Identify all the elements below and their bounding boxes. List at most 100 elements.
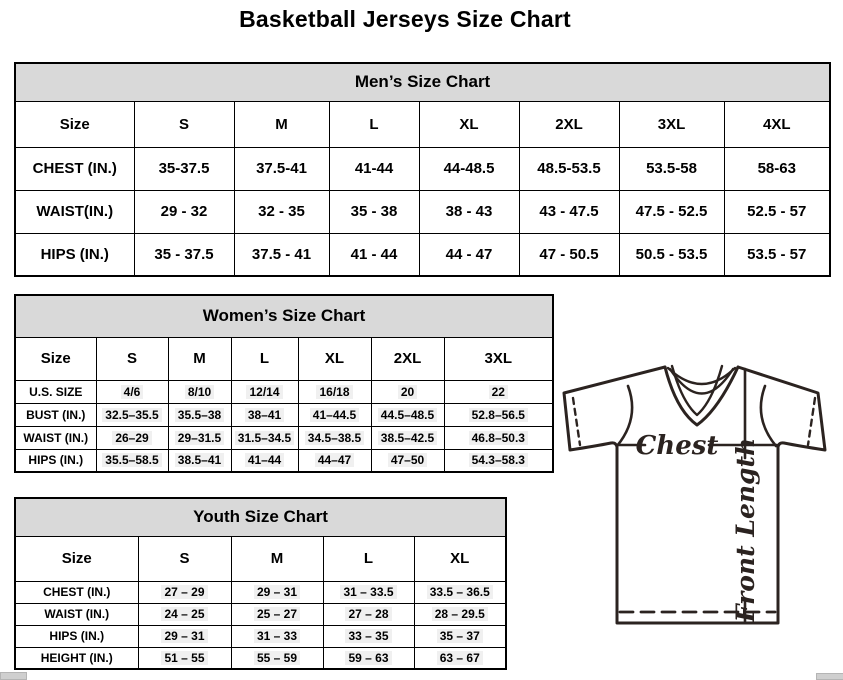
data-cell: 31.5–34.5	[230, 425, 299, 450]
column-header: L	[322, 535, 415, 582]
column-header: XL	[297, 336, 372, 381]
data-cell: 28 – 29.5	[413, 602, 507, 626]
data-cell: 8/10	[167, 379, 232, 404]
data-cell: 38.5–42.5	[370, 425, 445, 450]
data-cell: 29–31.5	[167, 425, 232, 450]
table-row: WAIST (IN.) 26–29 29–31.5 31.5–34.5 34.5…	[14, 425, 554, 450]
jersey-measurement-diagram: Chest Front Length	[562, 364, 827, 625]
data-cell: 16/18	[297, 379, 372, 404]
column-header: Size	[14, 100, 135, 148]
data-cell: 25 – 27	[230, 602, 324, 626]
row-label: HIPS (IN.)	[14, 624, 139, 648]
data-cell: 58-63	[723, 146, 831, 191]
jersey-outline	[562, 365, 827, 625]
data-cell: 53.5-58	[618, 146, 725, 191]
womens-chart-title: Women’s Size Chart	[14, 294, 554, 338]
data-cell: 29 - 32	[133, 189, 235, 234]
table-row: HIPS (IN.) 35 - 37.5 37.5 - 41 41 - 44 4…	[14, 232, 831, 277]
youth-chart-title: Youth Size Chart	[14, 497, 507, 537]
row-label: CHEST (IN.)	[14, 580, 139, 604]
data-cell: 31 – 33	[230, 624, 324, 648]
womens-size-table: Women’s Size Chart Size S M L XL 2XL 3XL…	[14, 294, 555, 473]
data-cell: 47.5 - 52.5	[618, 189, 725, 234]
data-cell: 35.5–38	[167, 402, 232, 427]
data-cell: 46.8–50.3	[443, 425, 554, 450]
data-cell: 24 – 25	[137, 602, 232, 626]
data-cell: 53.5 - 57	[723, 232, 831, 277]
column-header: 2XL	[518, 100, 620, 148]
page-title: Basketball Jerseys Size Chart	[239, 6, 571, 32]
column-header: S	[95, 336, 169, 381]
data-cell: 35 – 37	[413, 624, 507, 648]
column-header: S	[133, 100, 235, 148]
table-row: HIPS (IN.) 35.5–58.5 38.5–41 41–44 44–47…	[14, 448, 554, 473]
column-header: M	[167, 336, 232, 381]
sleeve-stitch-left	[571, 396, 582, 447]
data-cell: 41 - 44	[328, 232, 420, 277]
row-label: WAIST (IN.)	[14, 602, 139, 626]
front-length-label: Front Length	[731, 438, 760, 623]
data-cell: 59 – 63	[322, 646, 415, 670]
row-label: U.S. SIZE	[14, 379, 97, 404]
row-label: HEIGHT (IN.)	[14, 646, 139, 670]
row-label: HIPS (IN.)	[14, 232, 135, 277]
table-row: CHEST (IN.) 35-37.5 37.5-41 41-44 44-48.…	[14, 146, 831, 191]
column-header: Size	[14, 535, 139, 582]
data-cell: 12/14	[230, 379, 299, 404]
table-row: HIPS (IN.) 29 – 31 31 – 33 33 – 35 35 – …	[14, 624, 507, 648]
sleeve-stitch-right	[806, 396, 817, 447]
data-cell: 26–29	[95, 425, 169, 450]
data-cell: 27 – 29	[137, 580, 232, 604]
data-cell: 29 – 31	[230, 580, 324, 604]
chest-label: Chest	[636, 431, 719, 461]
armhole-seam-right	[759, 384, 778, 448]
column-header: S	[137, 535, 232, 582]
data-cell: 32.5–35.5	[95, 402, 169, 427]
data-cell: 31 – 33.5	[322, 580, 415, 604]
column-header: 3XL	[618, 100, 725, 148]
youth-size-header-row: Size S M L XL	[14, 535, 507, 582]
mens-chart-title: Men’s Size Chart	[14, 62, 831, 102]
data-cell: 47–50	[370, 448, 445, 473]
data-cell: 35.5–58.5	[95, 448, 169, 473]
table-row: CHEST (IN.) 27 – 29 29 – 31 31 – 33.5 33…	[14, 580, 507, 604]
data-cell: 29 – 31	[137, 624, 232, 648]
row-label: WAIST(IN.)	[14, 189, 135, 234]
column-header: M	[230, 535, 324, 582]
data-cell: 37.5-41	[233, 146, 330, 191]
data-cell: 50.5 - 53.5	[618, 232, 725, 277]
row-label: BUST (IN.)	[14, 402, 97, 427]
column-header: Size	[14, 336, 97, 381]
data-cell: 55 – 59	[230, 646, 324, 670]
data-cell: 63 – 67	[413, 646, 507, 670]
data-cell: 38–41	[230, 402, 299, 427]
collar-inner-v	[670, 364, 724, 417]
data-cell: 48.5-53.5	[518, 146, 620, 191]
data-cell: 35-37.5	[133, 146, 235, 191]
table-row: HEIGHT (IN.) 51 – 55 55 – 59 59 – 63 63 …	[14, 646, 507, 670]
data-cell: 33 – 35	[322, 624, 415, 648]
data-cell: 37.5 - 41	[233, 232, 330, 277]
armhole-seam-left	[615, 384, 634, 448]
data-cell: 41–44	[230, 448, 299, 473]
data-cell: 35 - 38	[328, 189, 420, 234]
data-cell: 41-44	[328, 146, 420, 191]
row-label: WAIST (IN.)	[14, 425, 97, 450]
column-header: L	[230, 336, 299, 381]
womens-size-header-row: Size S M L XL 2XL 3XL	[14, 336, 554, 381]
data-cell: 4/6	[95, 379, 169, 404]
collar-back-arc-2	[668, 367, 735, 395]
data-cell: 33.5 – 36.5	[413, 580, 507, 604]
data-cell: 32 - 35	[233, 189, 330, 234]
data-cell: 35 - 37.5	[133, 232, 235, 277]
data-cell: 27 – 28	[322, 602, 415, 626]
data-cell: 41–44.5	[297, 402, 372, 427]
data-cell: 38.5–41	[167, 448, 232, 473]
data-cell: 44 - 47	[418, 232, 520, 277]
column-header: 2XL	[370, 336, 445, 381]
row-label: HIPS (IN.)	[14, 448, 97, 473]
table-row: WAIST (IN.) 24 – 25 25 – 27 27 – 28 28 –…	[14, 602, 507, 626]
youth-size-table: Youth Size Chart Size S M L XL CHEST (IN…	[14, 497, 508, 670]
data-cell: 44–47	[297, 448, 372, 473]
data-cell: 44.5–48.5	[370, 402, 445, 427]
